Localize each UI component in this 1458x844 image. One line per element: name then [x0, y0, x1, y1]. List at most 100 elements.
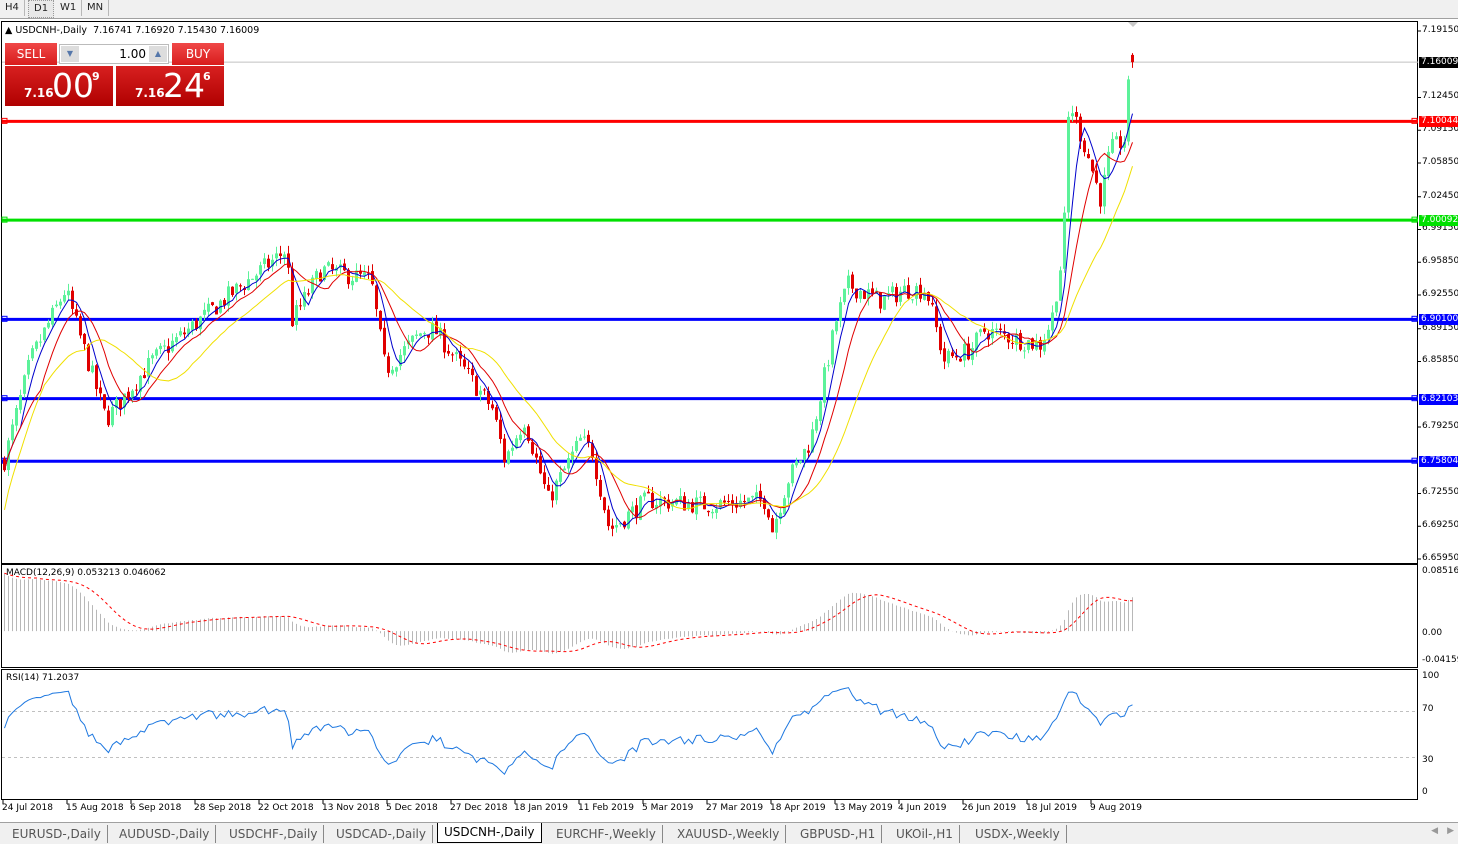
chart-tab[interactable]: AUDUSD-,Daily: [113, 825, 217, 843]
candle-bullish: [791, 464, 794, 484]
candle-bullish: [1071, 113, 1074, 117]
candle-bullish: [751, 495, 754, 498]
candle-bearish: [223, 299, 226, 306]
timeframe-w1[interactable]: W1: [55, 0, 83, 16]
candle-bullish: [687, 502, 690, 510]
timeframe-h4[interactable]: H4: [0, 0, 25, 16]
decrease-arrow-icon[interactable]: ▼: [61, 46, 79, 62]
chart-tab[interactable]: USDCAD-,Daily: [330, 825, 433, 843]
chart-tab[interactable]: USDCHF-,Daily: [223, 825, 325, 843]
sell-price-box[interactable]: 7.16 00 9: [5, 66, 113, 106]
candle-bearish: [1019, 333, 1022, 350]
collapse-triangle-icon[interactable]: ▲: [5, 25, 13, 36]
date-axis-label: 13 May 2019: [834, 803, 893, 813]
candle-bearish: [863, 290, 866, 299]
candle-bearish: [503, 438, 506, 463]
candle-bearish: [83, 333, 86, 345]
candle-bearish: [851, 274, 854, 289]
date-axis-label: 26 Jun 2019: [962, 803, 1017, 813]
candle-bearish: [539, 456, 542, 474]
date-axis-label: 24 Jul 2018: [2, 803, 53, 813]
candle-bullish: [391, 369, 394, 374]
price-chart-pane[interactable]: [1, 21, 1418, 564]
timeframe-mn[interactable]: MN: [82, 0, 110, 16]
candle-bullish: [187, 328, 190, 335]
candle-bullish: [1015, 333, 1018, 345]
candle-bullish: [523, 427, 526, 435]
candle-bullish: [719, 500, 722, 508]
candle-bullish: [859, 290, 862, 299]
chart-tab[interactable]: UKOil-,H1: [890, 825, 960, 843]
candle-bearish: [547, 484, 550, 491]
candle-bearish: [87, 344, 90, 372]
candle-bullish: [251, 278, 254, 280]
candle-bullish: [883, 295, 886, 310]
timeframe-d1[interactable]: D1: [28, 0, 55, 18]
candle-bullish: [711, 511, 714, 514]
candle-bearish: [651, 492, 654, 509]
price-axis-label: 7.12450: [1422, 91, 1458, 102]
buy-price-box[interactable]: 7.16 24 6: [116, 66, 224, 106]
candle-bullish: [775, 518, 778, 533]
candle-bearish: [299, 305, 302, 307]
candle-bullish: [811, 429, 814, 453]
candle-bearish: [743, 500, 746, 503]
candle-bullish: [327, 262, 330, 266]
chart-tab[interactable]: USDCNH-,Daily: [437, 823, 542, 843]
candle-bullish: [779, 512, 782, 520]
rsi-axis-30: 30: [1422, 755, 1434, 765]
level-handle: [1, 216, 8, 223]
chart-tab[interactable]: XAUUSD-,Weekly: [671, 825, 787, 843]
candle-bullish: [1043, 340, 1046, 352]
candle-bullish: [155, 349, 158, 356]
quantity-stepper[interactable]: ▼ 1.00 ▲: [59, 44, 169, 64]
chart-tab[interactable]: EURCHF-,Weekly: [550, 825, 663, 843]
candle-bullish: [1055, 301, 1058, 313]
candle-bearish: [603, 497, 606, 511]
chart-header: ▲ USDCNH-,Daily 7.16741 7.16920 7.15430 …: [5, 25, 259, 36]
candle-bullish: [787, 483, 790, 498]
candle-bullish: [15, 408, 18, 426]
chart-tab[interactable]: USDX-,Weekly: [969, 825, 1067, 843]
increase-arrow-icon[interactable]: ▲: [149, 46, 167, 62]
candle-bullish: [563, 468, 566, 471]
scroll-left-icon[interactable]: ◀: [1431, 826, 1438, 836]
candle-bullish: [659, 498, 662, 507]
candle-bearish: [1075, 111, 1078, 117]
buy-button[interactable]: BUY: [172, 43, 224, 65]
candle-bullish: [619, 523, 622, 525]
price-axis-label: 6.65950: [1422, 553, 1458, 563]
candle-bearish: [595, 457, 598, 480]
candle-bearish: [723, 500, 726, 503]
candle-bearish: [771, 518, 774, 533]
rsi-pane[interactable]: [1, 669, 1418, 800]
candle-bullish: [199, 316, 202, 330]
candle-bullish: [59, 301, 62, 306]
candle-bullish: [123, 393, 126, 408]
candle-bullish: [323, 266, 326, 280]
candle-bearish: [707, 510, 710, 513]
macd-pane[interactable]: [1, 564, 1418, 668]
ma-mid-line: [4, 142, 1133, 518]
chart-shift-marker-icon: [1128, 22, 1138, 27]
scroll-right-icon[interactable]: ▶: [1447, 826, 1454, 836]
candle-bullish: [963, 344, 966, 361]
candle-bullish: [355, 270, 358, 282]
date-axis-label: 15 Aug 2018: [66, 803, 124, 813]
candle-bearish: [231, 286, 234, 296]
candle-bearish: [611, 525, 614, 529]
candle-bullish: [175, 337, 178, 343]
candle-bullish: [1027, 340, 1030, 350]
sell-button[interactable]: SELL: [5, 43, 57, 65]
candle-bearish: [759, 490, 762, 500]
candle-bullish: [259, 265, 262, 275]
quantity-input[interactable]: 1.00: [119, 47, 146, 61]
chart-tab[interactable]: GBPUSD-,H1: [794, 825, 883, 843]
candle-bearish: [307, 293, 310, 295]
candle-bearish: [375, 285, 378, 310]
price-axis-label: 7.19150: [1422, 25, 1458, 35]
chart-tab[interactable]: EURUSD-,Daily: [6, 825, 108, 843]
candle-bullish: [639, 496, 642, 520]
candle-bearish: [143, 375, 146, 379]
